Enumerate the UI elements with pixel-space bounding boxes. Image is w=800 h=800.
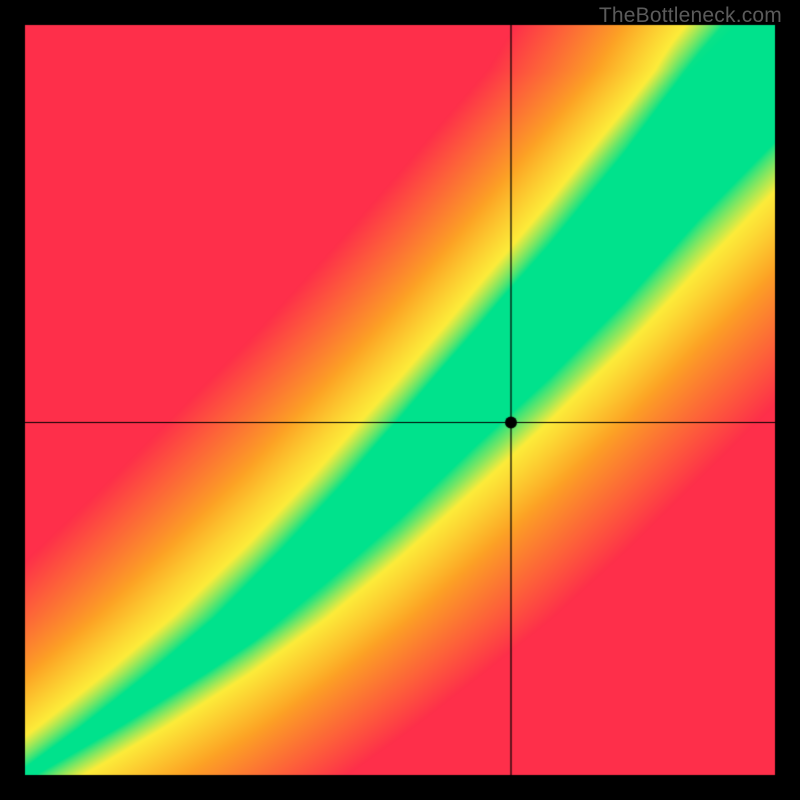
chart-container: TheBottleneck.com: [0, 0, 800, 800]
watermark-text: TheBottleneck.com: [599, 4, 782, 28]
bottleneck-heatmap: [0, 0, 800, 800]
